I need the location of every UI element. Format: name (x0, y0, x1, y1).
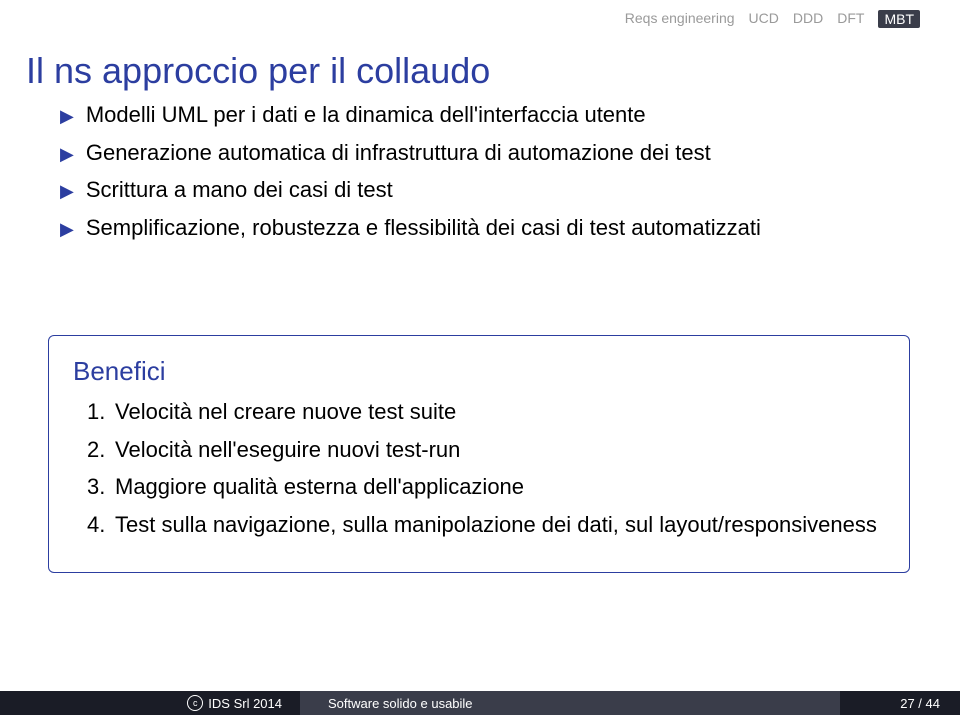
benefit-number: 1. (87, 397, 115, 427)
bullet-item: ▶ Modelli UML per i dati e la dinamica de… (60, 100, 920, 130)
benefit-text: Velocità nell'eseguire nuovi test-run (115, 435, 460, 465)
nav-item-reqs-engineering[interactable]: Reqs engineering (625, 10, 735, 28)
slide-frame: Reqs engineering UCD DDD DFT MBT Il ns appro… (0, 0, 960, 715)
triangle-bullet-icon: ▶ (60, 179, 74, 203)
benefit-item: 1.Velocità nel creare nuove test suite (87, 397, 885, 427)
footer-bar: c IDS Srl 2014 Software solido e usabile… (0, 691, 960, 715)
copyright-text: IDS Srl 2014 (208, 696, 282, 711)
benefit-text: Maggiore qualità esterna dell'applicazio… (115, 472, 524, 502)
triangle-bullet-icon: ▶ (60, 142, 74, 166)
bullet-item: ▶ Scrittura a mano dei casi di test (60, 175, 920, 205)
bullet-item: ▶ Semplificazione, robustezza e flessibil… (60, 213, 920, 243)
slide-title: Il ns approccio per il collaudo (26, 50, 490, 92)
footer-left: c IDS Srl 2014 (0, 691, 300, 715)
triangle-bullet-icon: ▶ (60, 104, 74, 128)
benefit-number: 2. (87, 435, 115, 465)
bullet-item: ▶ Generazione automatica di infrastruttur… (60, 138, 920, 168)
footer-right: 27 / 44 (840, 691, 960, 715)
bullet-text: Semplificazione, robustezza e flessibili… (86, 213, 761, 243)
nav-item-mbt[interactable]: MBT (878, 10, 920, 28)
benefits-list: 1.Velocità nel creare nuove test suite2.… (73, 397, 885, 540)
footer-mid: Software solido e usabile (300, 691, 840, 715)
benefit-text: Test sulla navigazione, sulla manipolazi… (115, 510, 877, 540)
copyright: c IDS Srl 2014 (187, 695, 282, 711)
benefits-title: Benefici (73, 356, 885, 387)
footer-mid-text: Software solido e usabile (328, 696, 473, 711)
bullet-list: ▶ Modelli UML per i dati e la dinamica de… (60, 100, 920, 251)
benefits-box: Benefici 1.Velocità nel creare nuove tes… (48, 335, 910, 573)
benefit-number: 3. (87, 472, 115, 502)
page-number: 27 / 44 (900, 696, 940, 711)
benefit-item: 3.Maggiore qualità esterna dell'applicaz… (87, 472, 885, 502)
nav-item-ddd[interactable]: DDD (793, 10, 823, 28)
benefit-item: 2.Velocità nell'eseguire nuovi test-run (87, 435, 885, 465)
nav-item-ucd[interactable]: UCD (749, 10, 779, 28)
copyright-icon: c (187, 695, 203, 711)
benefit-item: 4.Test sulla navigazione, sulla manipola… (87, 510, 885, 540)
bullet-text: Scrittura a mano dei casi di test (86, 175, 393, 205)
triangle-bullet-icon: ▶ (60, 217, 74, 241)
benefit-number: 4. (87, 510, 115, 540)
bullet-text: Modelli UML per i dati e la dinamica del… (86, 100, 646, 130)
nav-item-dft[interactable]: DFT (837, 10, 864, 28)
section-nav: Reqs engineering UCD DDD DFT MBT (625, 10, 920, 28)
bullet-text: Generazione automatica di infrastruttura… (86, 138, 711, 168)
benefit-text: Velocità nel creare nuove test suite (115, 397, 456, 427)
